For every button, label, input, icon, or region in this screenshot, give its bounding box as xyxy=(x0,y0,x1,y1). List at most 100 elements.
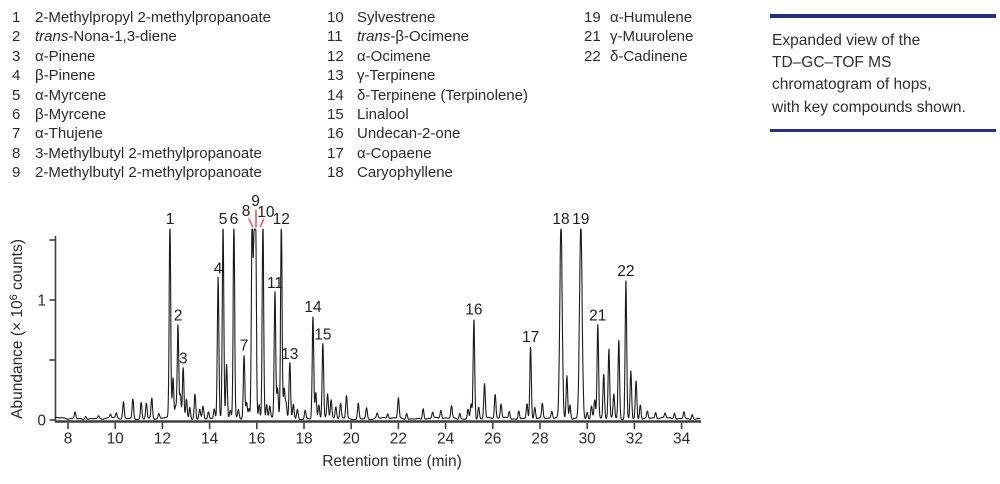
x-axis-title: Retention time (min) xyxy=(322,453,462,470)
legend-item: 4 β-Pinene xyxy=(12,66,271,85)
peak-label-16: 16 xyxy=(465,301,482,318)
peak-label-1: 1 xyxy=(166,211,175,228)
caption-text: Expanded view of the TD–GC–TOF MS chromato… xyxy=(770,18,996,129)
legend-item: 17 α-Copaene xyxy=(327,144,528,163)
caption-box: Expanded view of the TD–GC–TOF MS chromato… xyxy=(770,14,996,132)
x-axis-tick-labels: 8 10 12 14 16 18 20 22 24 26 28 30 32 34 xyxy=(64,431,691,448)
y-tick-label-0: 0 xyxy=(37,413,46,430)
compound-name: β-Myrcene xyxy=(35,106,107,124)
legend-item: 16 Undecan-2-one xyxy=(327,124,528,143)
legend-item: 21 γ-Muurolene xyxy=(584,27,693,46)
caption-line: chromatogram of hops, xyxy=(772,76,932,94)
y-tick-label-1: 1 xyxy=(37,293,46,310)
x-tick-label: 20 xyxy=(343,431,361,448)
x-tick-label: 16 xyxy=(248,431,265,448)
compound-name: Undecan-2-one xyxy=(357,125,461,143)
legend-column-1: 1 2-Methylpropyl 2-methylpropanoate 2 trans… xyxy=(12,8,271,183)
legend-item: 22 δ-Cadinene xyxy=(584,47,693,66)
y-axis-ticks xyxy=(49,239,56,421)
legend-item: 9 2-Methylbutyl 2-methylpropanoate xyxy=(12,163,271,182)
compound-number: 3 xyxy=(12,47,21,65)
compound-name: γ-Muurolene xyxy=(610,28,694,46)
x-tick-label: 14 xyxy=(201,431,219,448)
compound-number: 1 xyxy=(12,9,21,26)
legend-column-2: 10 Sylvestrene 11 trans-β-Ocimene 12 α-Ocimen… xyxy=(327,8,528,183)
legend-item: 18 Caryophyllene xyxy=(327,163,528,182)
legend-column-3: 19 α-Humulene 21 γ-Muurolene 22 δ-Cadinene xyxy=(584,8,693,66)
compound-number: 15 xyxy=(327,106,344,124)
peak-label-10: 10 xyxy=(257,204,275,221)
x-tick-label: 22 xyxy=(390,431,407,448)
x-tick-label: 18 xyxy=(295,431,312,448)
x-tick-label: 32 xyxy=(626,431,643,448)
peak-label-2: 2 xyxy=(174,307,183,324)
compound-name: δ-Terpinene (Terpinolene) xyxy=(357,86,528,104)
legend-item: 7 α-Thujene xyxy=(12,124,271,143)
compound-name: trans-β-Ocimene xyxy=(357,28,469,46)
legend-item: 12 α-Ocimene xyxy=(327,47,528,66)
legend-item: 6 β-Myrcene xyxy=(12,105,271,124)
peak-label-21: 21 xyxy=(589,307,606,324)
legend-item: 8 3-Methylbutyl 2-methylpropanoate xyxy=(12,144,271,163)
peak-label-18: 18 xyxy=(552,211,569,228)
axes xyxy=(54,236,701,423)
compound-name: trans-Nona-1,3-diene xyxy=(35,28,177,46)
compound-name: α-Pinene xyxy=(35,47,96,65)
compound-number: 18 xyxy=(327,164,344,182)
compound-name: α-Thujene xyxy=(35,125,103,143)
x-tick-label: 26 xyxy=(484,431,501,448)
compound-number: 7 xyxy=(12,125,21,143)
y-axis-title: Abundance (× 106 counts) xyxy=(8,239,26,419)
compound-number: 19 xyxy=(584,9,601,26)
legend-item: 2 trans-Nona-1,3-diene xyxy=(12,27,271,46)
compound-number: 6 xyxy=(12,106,21,124)
compound-name: α-Myrcene xyxy=(35,86,107,104)
compound-name: α-Ocimene xyxy=(357,47,431,65)
caption-rule-top xyxy=(770,14,996,18)
peak-label-11: 11 xyxy=(267,275,283,292)
compound-name: 3-Methylbutyl 2-methylpropanoate xyxy=(35,144,262,162)
compound-name: Linalool xyxy=(357,106,409,124)
x-tick-label: 12 xyxy=(154,431,171,448)
peak-label-22: 22 xyxy=(617,263,634,280)
compound-number: 14 xyxy=(327,86,344,104)
compound-number: 11 xyxy=(327,28,343,46)
compound-name: γ-Terpinene xyxy=(357,67,436,85)
caption-line: with key compounds shown. xyxy=(772,98,966,116)
compound-number: 16 xyxy=(327,125,344,143)
compound-name: 2-Methylbutyl 2-methylpropanoate xyxy=(35,164,262,182)
peak-label-9: 9 xyxy=(251,193,260,210)
compound-name: α-Copaene xyxy=(357,144,432,162)
chromatogram-trace xyxy=(54,228,701,421)
x-axis-ticks xyxy=(67,422,683,429)
x-tick-label: 8 xyxy=(64,431,73,448)
compound-name: δ-Cadinene xyxy=(610,47,688,65)
compound-number: 8 xyxy=(12,144,21,162)
legend-item: 15 Linalool xyxy=(327,105,528,124)
compound-number: 17 xyxy=(327,144,344,162)
caption-line: Expanded view of the xyxy=(772,32,921,49)
compound-number: 4 xyxy=(12,67,21,85)
compound-number: 12 xyxy=(327,47,344,65)
compound-number: 22 xyxy=(584,47,601,65)
compound-number: 9 xyxy=(12,164,21,182)
peak-label-6: 6 xyxy=(230,211,239,228)
legend-item: 14 δ-Terpinene (Terpinolene) xyxy=(327,86,528,105)
compound-name: β-Pinene xyxy=(35,67,96,85)
x-tick-label: 34 xyxy=(673,431,691,448)
compound-number: 5 xyxy=(12,86,21,104)
legend-item: 5 α-Myrcene xyxy=(12,86,271,105)
peak-label-3: 3 xyxy=(179,351,188,368)
peak-label-14: 14 xyxy=(304,299,322,316)
leader-line xyxy=(259,218,265,228)
peak-label-12: 12 xyxy=(273,211,290,228)
compound-name: Caryophyllene xyxy=(357,164,453,182)
x-tick-label: 24 xyxy=(437,431,455,448)
leader-line xyxy=(248,218,254,228)
compound-name: α-Humulene xyxy=(610,9,693,26)
caption-line: TD–GC–TOF MS xyxy=(772,54,892,72)
compound-name: Sylvestrene xyxy=(357,9,436,26)
